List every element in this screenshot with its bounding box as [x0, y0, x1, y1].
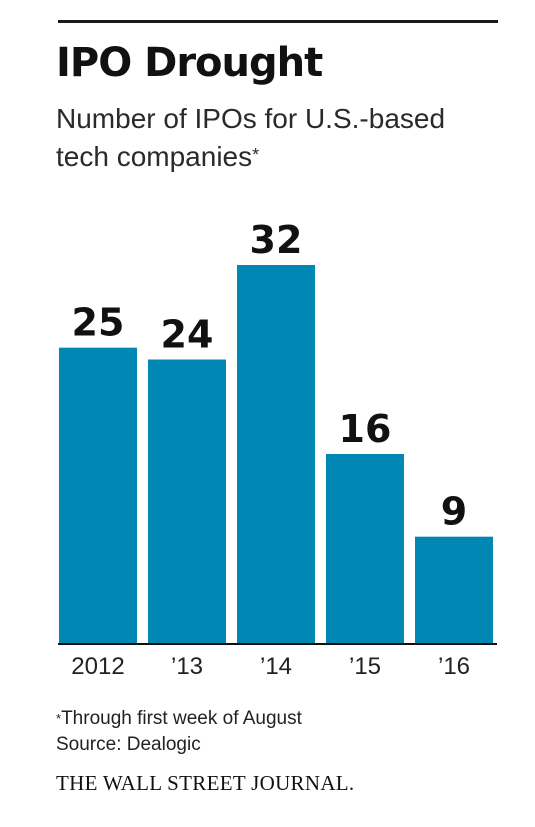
x-tick-label: ’13 [171, 653, 203, 680]
bar-3 [326, 454, 404, 643]
bar-value-label: 9 [441, 490, 467, 534]
publisher-logo: THE WALL STREET JOURNAL. [56, 771, 355, 795]
bar-value-label: 32 [250, 218, 303, 262]
bar-0 [59, 347, 137, 643]
bar-chart: 25 2012 24 ’13 32 ’14 16 ’15 9 ’16 [58, 218, 497, 680]
x-tick-label: 2012 [71, 653, 124, 680]
footnote-text: Through first week of August [61, 708, 302, 729]
chart-subtitle-text: Number of IPOs for U.S.-based tech compa… [56, 103, 446, 172]
bar-2 [237, 265, 315, 643]
bar-1 [148, 359, 226, 643]
chart-title: IPO Drought [56, 40, 323, 86]
footnote: *Through first week of August [56, 706, 302, 731]
bar-4 [415, 536, 493, 643]
chart-subtitle: Number of IPOs for U.S.-based tech compa… [56, 100, 496, 176]
top-rule [58, 20, 498, 23]
footnote-mark: * [56, 711, 62, 726]
bar-value-label: 25 [72, 301, 125, 345]
source-note: Source: Dealogic [56, 734, 201, 755]
subtitle-footnote-mark: * [252, 145, 260, 165]
x-tick-label: ’14 [260, 653, 292, 680]
bar-value-label: 16 [339, 407, 392, 451]
x-tick-label: ’16 [438, 653, 470, 680]
bar-value-label: 24 [161, 313, 214, 357]
x-tick-label: ’15 [349, 653, 381, 680]
